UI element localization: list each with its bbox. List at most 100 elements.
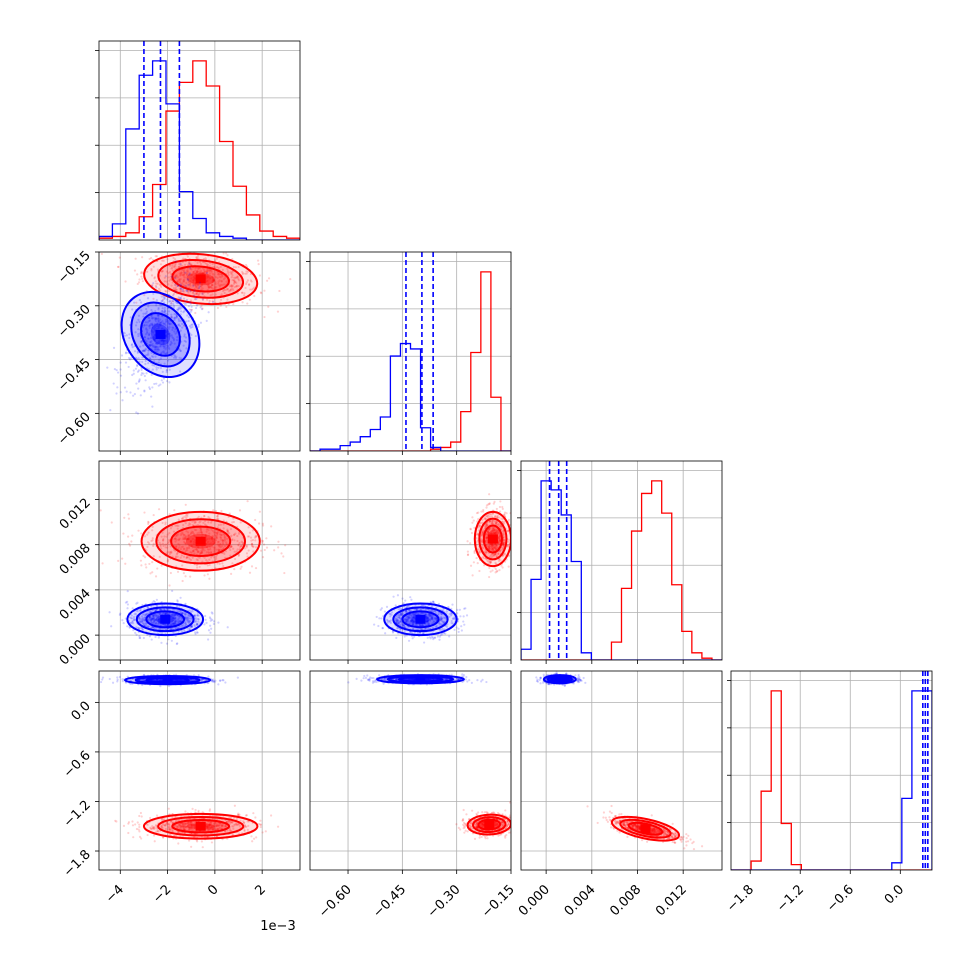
scatter-point [473, 526, 476, 529]
scatter-point [289, 278, 292, 281]
scatter-point [192, 540, 196, 543]
scatter-point [171, 617, 174, 620]
scatter-point [161, 542, 165, 545]
scatter-point [220, 273, 223, 276]
scatter-point [477, 548, 480, 551]
scatter-point [158, 340, 161, 343]
scatter-point [184, 537, 187, 540]
scatter-point [173, 622, 176, 625]
scatter-point [149, 816, 152, 820]
scatter-point [189, 281, 192, 285]
scatter-point [416, 632, 419, 635]
scatter-point [489, 561, 492, 565]
scatter-point [156, 322, 160, 325]
scatter-point [203, 515, 206, 518]
density-peak-series-a [487, 534, 498, 544]
scatter-point [485, 522, 488, 525]
scatter-point [182, 824, 185, 828]
scatter-point [378, 617, 381, 620]
scatter-point [232, 520, 235, 524]
scatter-point [184, 822, 187, 825]
scatter-point [397, 619, 400, 622]
scatter-point [184, 828, 187, 831]
scatter-point [210, 270, 213, 273]
scatter-point [149, 572, 152, 575]
scatter-point [421, 604, 425, 607]
scatter-point [396, 619, 399, 622]
scatter-point [503, 532, 506, 535]
scatter-point [208, 270, 211, 273]
scatter-point [166, 341, 169, 344]
scatter-point [209, 272, 212, 275]
scatter-point [167, 346, 170, 349]
scatter-point [157, 614, 160, 617]
scatter-point [479, 551, 482, 554]
scatter-point [181, 629, 184, 633]
scatter-point [404, 599, 407, 602]
scatter-point [166, 533, 169, 536]
scatter-point [166, 624, 169, 627]
scatter-point [494, 531, 497, 534]
scatter-point [165, 612, 168, 615]
scatter-point [171, 281, 174, 284]
scatter-point [488, 566, 491, 570]
scatter-point [164, 320, 167, 323]
scatter-point [192, 550, 195, 553]
scatter-point [140, 620, 143, 623]
scatter-point [177, 306, 180, 309]
scatter-point [488, 520, 491, 523]
scatter-point [237, 265, 240, 269]
scatter-point [411, 637, 414, 640]
scatter-point [187, 319, 190, 323]
scatter-point [184, 613, 187, 616]
scatter-point [158, 323, 161, 326]
scatter-point [491, 529, 494, 532]
scatter-point [181, 545, 184, 548]
scatter-point [225, 280, 228, 283]
scatter-point [196, 270, 199, 273]
scatter-point [221, 823, 224, 826]
scatter-point [429, 615, 432, 618]
scatter-point [205, 551, 208, 554]
scatter-point [481, 532, 484, 535]
scatter-point [503, 552, 506, 555]
scatter-point [428, 614, 431, 617]
scatter-point [445, 610, 449, 613]
scatter-point [157, 324, 160, 328]
scatter-point [484, 517, 487, 520]
scatter-point [181, 264, 184, 268]
scatter-point [237, 543, 240, 546]
scatter-point [142, 554, 145, 557]
scatter-point [426, 616, 429, 619]
scatter-point [412, 615, 415, 618]
scatter-point [174, 317, 177, 320]
scatter-point [166, 550, 169, 554]
scatter-point [218, 275, 221, 278]
scatter-point [185, 617, 188, 621]
scatter-point [179, 273, 182, 276]
scatter-point [186, 255, 189, 258]
scatter-point [124, 601, 128, 604]
scatter-point [148, 616, 151, 620]
scatter-point [190, 551, 193, 554]
scatter-point [186, 536, 190, 539]
scatter-point [199, 272, 202, 275]
scatter-point [264, 830, 267, 833]
scatter-point [234, 266, 237, 269]
scatter-point [472, 561, 475, 564]
scatter-point [153, 276, 156, 279]
scatter-point [484, 526, 487, 529]
scatter-point [442, 621, 445, 624]
scatter-point [180, 294, 183, 297]
panel-frame [98, 40, 301, 241]
scatter-point [210, 545, 214, 548]
scatter-point [155, 366, 158, 369]
scatter-point [196, 284, 199, 287]
scatter-point [165, 330, 168, 333]
scatter-point [214, 509, 218, 513]
scatter-point [167, 327, 170, 331]
scatter-point [133, 269, 137, 272]
scatter-point [201, 287, 204, 290]
